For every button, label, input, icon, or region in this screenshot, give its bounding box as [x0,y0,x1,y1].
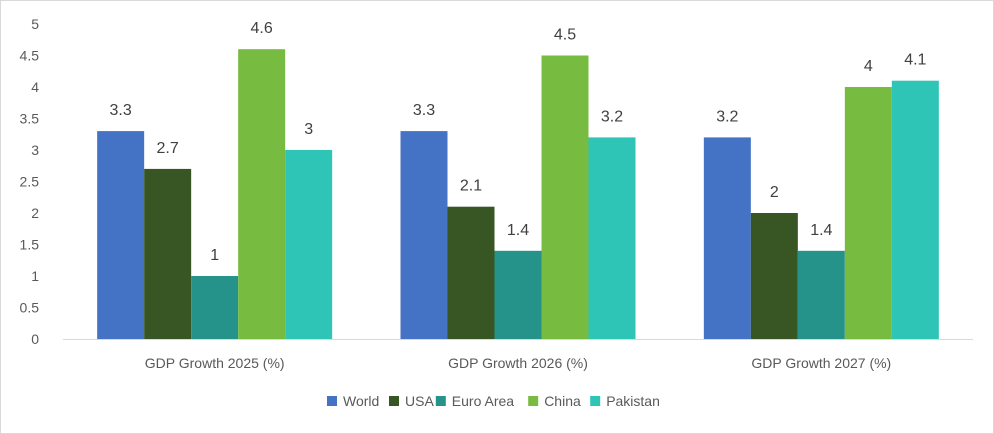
legend-label: Pakistan [606,393,660,409]
bar-world [97,131,145,339]
data-label: 2.1 [460,178,482,195]
data-label: 2 [770,184,779,201]
bar-china [844,87,892,339]
legend-label: USA [405,393,434,409]
y-tick-label: 0 [31,331,39,347]
data-labels: 3.3 2.7 1 4.6 3 3.3 2.1 1.4 4.5 3.2 3.2 2 1.4 4 4.1 [110,20,927,264]
legend-item-china: China [528,393,581,409]
legend-swatch [435,396,446,406]
bar-euro-area [191,276,239,339]
bar-pakistan [588,137,636,339]
data-label: 1.4 [507,222,529,239]
data-label: 3.2 [716,108,738,125]
category-labels: GDP Growth 2025 (%) GDP Growth 2026 (%) GD… [145,355,891,371]
y-tick-label: 3.5 [20,111,40,127]
data-label: 4.1 [904,52,926,69]
data-label: 4.5 [554,27,576,44]
y-tick-label: 1.5 [20,237,40,253]
legend-item-pakistan: Pakistan [590,393,660,409]
bar-usa [447,206,495,339]
bar-world [400,131,448,339]
legend-swatch [389,396,399,406]
legend-label: China [544,393,581,409]
legend-swatch [590,396,601,406]
legend-label: Euro Area [452,393,514,409]
legend-swatch [528,396,539,406]
bar-pakistan [285,150,333,339]
data-label: 2.7 [157,140,179,157]
bar-china [541,55,589,339]
bar-usa [144,168,192,339]
y-tick-label: 4 [31,79,39,95]
category-label: GDP Growth 2026 (%) [448,355,588,371]
legend-item-euro-area: Euro Area [435,393,514,409]
data-label: 3.3 [110,102,132,119]
category-label: GDP Growth 2027 (%) [751,355,891,371]
y-tick-label: 0.5 [20,300,40,316]
y-axis-ticks: 0 0.5 1 1.5 2 2.5 3 3.5 4 4.5 5 [20,16,40,347]
data-label: 3 [304,121,313,138]
legend: World USA Euro Area China Pakistan [327,393,660,409]
y-tick-label: 2 [31,205,39,221]
y-tick-label: 1 [31,268,39,284]
data-label: 3.3 [413,102,435,119]
bar-china [238,49,286,339]
bar-world [703,137,751,339]
bars [97,49,939,339]
y-tick-label: 3 [31,142,39,158]
data-label: 4.6 [251,20,273,37]
bar-euro-area [494,250,542,339]
data-label: 4 [864,58,873,75]
bar-pakistan [891,80,939,339]
category-label: GDP Growth 2025 (%) [145,355,285,371]
legend-item-world: World [327,393,379,409]
data-label: 3.2 [601,108,623,125]
y-tick-label: 4.5 [20,48,40,64]
legend-label: World [343,393,379,409]
legend-item-usa: USA [389,393,434,409]
data-label: 1 [210,247,219,264]
data-label: 1.4 [810,222,832,239]
bar-usa [750,213,798,339]
y-tick-label: 5 [31,16,39,32]
y-tick-label: 2.5 [20,174,40,190]
bar-euro-area [797,250,845,339]
legend-swatch [327,396,337,406]
